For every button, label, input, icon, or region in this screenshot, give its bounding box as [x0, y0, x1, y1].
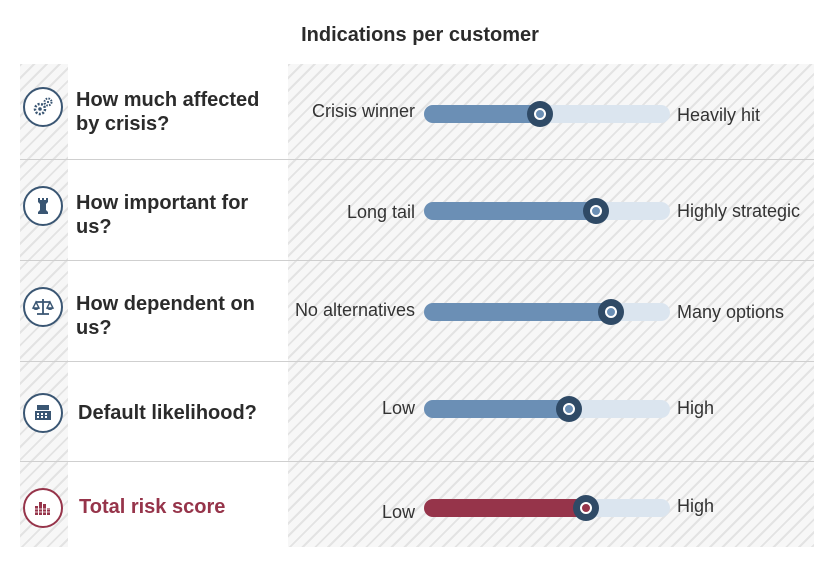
indicator-row-default: Default likelihood? Low High [0, 362, 840, 460]
right-scale-label: Many options [677, 302, 785, 322]
question-label: Total risk score [79, 496, 226, 518]
row-divider [20, 159, 814, 160]
row-divider [20, 260, 814, 261]
slider-knob[interactable] [573, 495, 599, 521]
slider-track[interactable] [424, 101, 670, 127]
row-divider [20, 461, 814, 462]
slider-track[interactable] [424, 396, 670, 422]
right-scale-label: Highly strategic [677, 201, 801, 221]
slider-track[interactable] [424, 299, 670, 325]
chess-rook-icon [23, 186, 63, 226]
question-label: How important for us? [76, 192, 249, 238]
question-label: How much affected by crisis? [76, 89, 260, 135]
slider-fill [424, 499, 595, 517]
slider-fill [424, 105, 549, 123]
slider-fill [424, 400, 578, 418]
slider-knob[interactable] [583, 198, 609, 224]
indicator-row-crisis: How much affected by crisis? Crisis winn… [0, 64, 840, 162]
slider-knob[interactable] [527, 101, 553, 127]
slider-track[interactable] [424, 495, 670, 521]
left-scale-label: No alternatives [294, 300, 415, 320]
question-label: How dependent on us? [76, 293, 255, 339]
slider-track[interactable] [424, 198, 670, 224]
left-scale-label: Low [381, 398, 415, 418]
left-scale-label: Crisis winner [311, 101, 415, 121]
page-title: Indications per customer [301, 24, 539, 46]
row-divider [20, 361, 814, 362]
slider-fill [424, 303, 620, 321]
slider-knob[interactable] [556, 396, 582, 422]
question-label: Default likelihood? [78, 402, 257, 424]
cash-register-icon [23, 393, 63, 433]
slider-knob[interactable] [598, 299, 624, 325]
indicator-row-dependence: How dependent on us? No alternatives Man… [0, 261, 840, 359]
left-scale-label: Low [381, 502, 415, 522]
balance-scale-icon [23, 287, 63, 327]
indicator-row-total: Total risk score Low High [0, 462, 840, 560]
slider-fill [424, 202, 605, 220]
indicator-row-importance: How important for us? Long tail Highly s… [0, 160, 840, 258]
right-scale-label: High [677, 398, 715, 418]
right-scale-label: Heavily hit [677, 105, 761, 125]
gears-icon [23, 87, 63, 127]
left-scale-label: Long tail [346, 202, 415, 222]
slider-column-background [288, 64, 814, 547]
bar-chart-icon [23, 488, 63, 528]
right-scale-label: High [677, 496, 715, 516]
